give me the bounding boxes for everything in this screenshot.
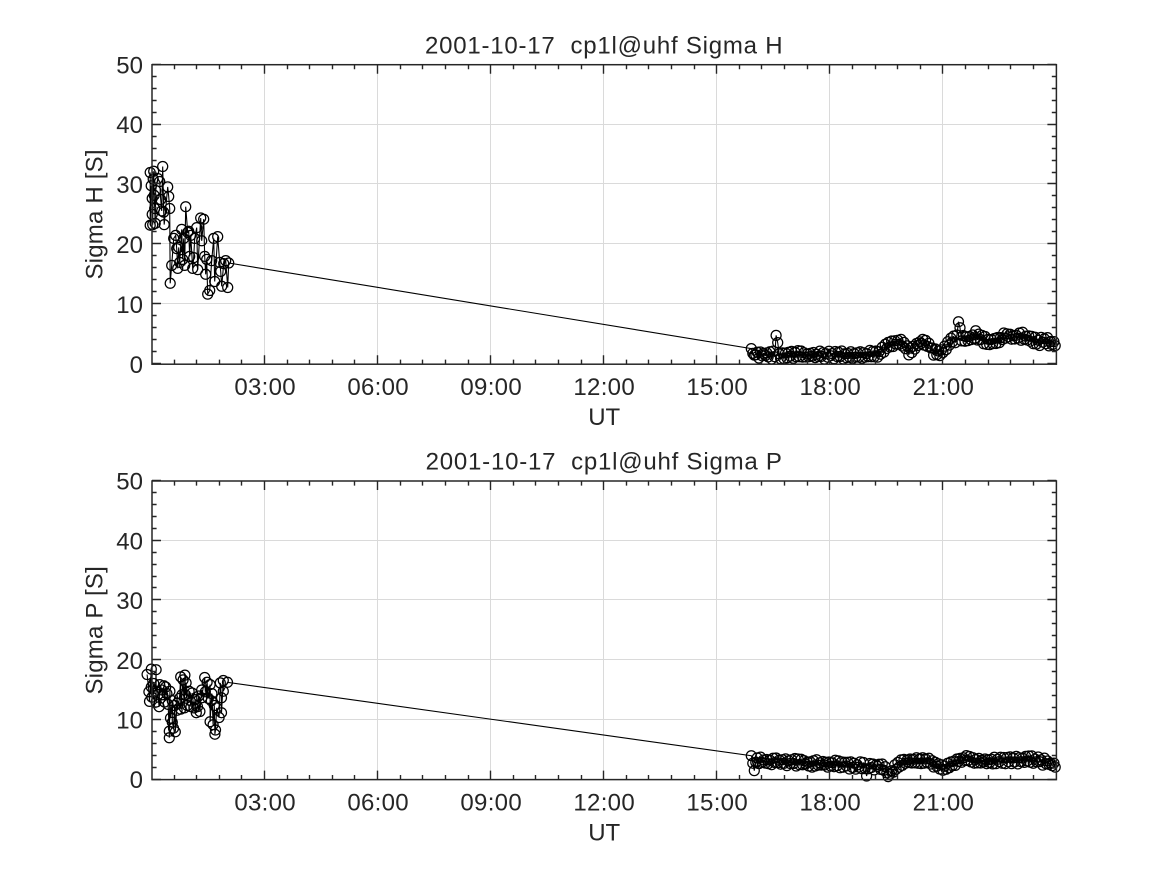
svg-text:21:00: 21:00 — [913, 374, 975, 401]
svg-text:03:00: 03:00 — [234, 789, 296, 816]
svg-text:18:00: 18:00 — [800, 789, 862, 816]
svg-text:30: 30 — [116, 588, 143, 615]
svg-text:2001-10-17 cp1l@uhf Sigma P: 2001-10-17 cp1l@uhf Sigma P — [426, 449, 783, 476]
svg-text:15:00: 15:00 — [686, 789, 748, 816]
svg-text:09:00: 09:00 — [460, 789, 522, 816]
svg-text:0: 0 — [130, 352, 143, 379]
svg-text:20: 20 — [116, 232, 143, 259]
svg-text:Sigma H [S]: Sigma H [S] — [82, 149, 109, 279]
svg-text:2001-10-17 cp1l@uhf Sigma H: 2001-10-17 cp1l@uhf Sigma H — [425, 32, 783, 59]
svg-text:UT: UT — [588, 404, 620, 431]
svg-text:50: 50 — [116, 52, 143, 79]
svg-text:UT: UT — [588, 820, 620, 847]
svg-text:09:00: 09:00 — [460, 374, 522, 401]
svg-text:0: 0 — [130, 767, 143, 794]
svg-text:10: 10 — [116, 708, 143, 735]
svg-text:40: 40 — [116, 528, 143, 555]
svg-text:Sigma P [S]: Sigma P [S] — [82, 566, 109, 694]
svg-text:15:00: 15:00 — [686, 374, 748, 401]
svg-text:50: 50 — [116, 469, 143, 496]
svg-text:21:00: 21:00 — [913, 789, 975, 816]
svg-text:40: 40 — [116, 112, 143, 139]
svg-text:12:00: 12:00 — [573, 789, 635, 816]
svg-text:12:00: 12:00 — [573, 374, 635, 401]
svg-text:30: 30 — [116, 172, 143, 199]
svg-text:03:00: 03:00 — [234, 374, 296, 401]
svg-text:06:00: 06:00 — [347, 789, 409, 816]
svg-text:10: 10 — [116, 292, 143, 319]
svg-text:20: 20 — [116, 648, 143, 675]
svg-text:18:00: 18:00 — [800, 374, 862, 401]
svg-text:06:00: 06:00 — [347, 374, 409, 401]
